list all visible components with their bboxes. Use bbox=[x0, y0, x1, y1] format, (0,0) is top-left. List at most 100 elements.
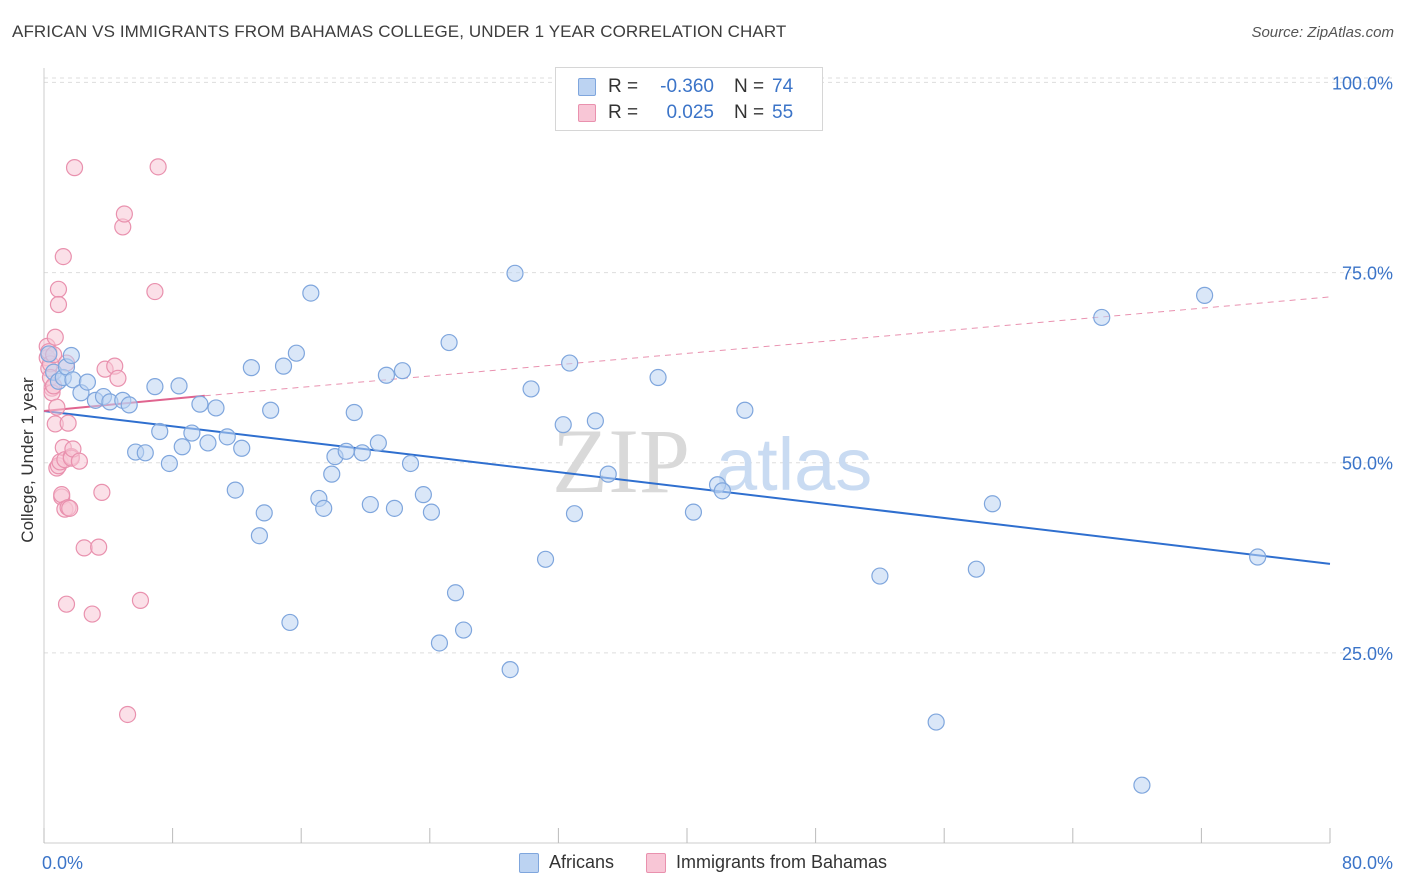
africans-point bbox=[337, 442, 355, 460]
bahamas-point bbox=[131, 591, 150, 609]
africans-point bbox=[120, 396, 138, 414]
r-value: -0.360 bbox=[660, 76, 714, 97]
bahamas-point bbox=[49, 280, 68, 298]
y-tick-label: 25.0% bbox=[1342, 644, 1393, 664]
africans-point bbox=[927, 713, 945, 731]
africans-point bbox=[414, 486, 432, 504]
africans-point bbox=[561, 354, 579, 372]
africans-point bbox=[422, 503, 441, 521]
legend-label: Africans bbox=[548, 852, 614, 872]
africans-point bbox=[274, 357, 293, 375]
watermark-atlas: atlas bbox=[716, 423, 872, 506]
r-label: R = bbox=[608, 102, 639, 123]
bahamas-point bbox=[57, 595, 76, 613]
africans-point bbox=[430, 634, 449, 652]
africans-point bbox=[353, 444, 371, 462]
n-label: N = bbox=[734, 102, 765, 123]
legend-item-bahamas[interactable]: Immigrants from Bahamas bbox=[645, 852, 888, 873]
africans-point bbox=[345, 403, 363, 422]
bahamas-point bbox=[90, 538, 108, 556]
africans-point bbox=[255, 504, 273, 522]
n-label: N = bbox=[734, 76, 765, 97]
legend: Africans Immigrants from Bahamas bbox=[0, 852, 1406, 873]
africans-point bbox=[183, 424, 201, 442]
africans-point bbox=[586, 412, 604, 430]
africans-point bbox=[62, 346, 80, 365]
africans-point bbox=[649, 368, 667, 387]
bahamas-point bbox=[109, 369, 127, 387]
n-value: 74 bbox=[772, 76, 794, 97]
africans-point bbox=[1133, 776, 1151, 794]
africans-point bbox=[250, 527, 269, 545]
bahamas-point bbox=[61, 499, 79, 517]
africans-point bbox=[565, 505, 584, 523]
africans-point bbox=[446, 584, 465, 602]
x-tick-label: 0.0% bbox=[42, 853, 83, 873]
source-label: Source: ZipAtlas.com bbox=[1251, 24, 1394, 41]
africans-point bbox=[599, 465, 617, 483]
africans-point bbox=[146, 378, 164, 396]
africans-point bbox=[454, 621, 473, 639]
legend-item-africans[interactable]: Africans bbox=[518, 852, 614, 873]
africans-point bbox=[1249, 548, 1267, 566]
legend-label: Immigrants from Bahamas bbox=[675, 852, 888, 872]
bahamas-trend-extension bbox=[204, 296, 1331, 397]
africans-point bbox=[501, 660, 519, 679]
africans-point bbox=[160, 454, 178, 473]
watermark-zip: ZIP bbox=[552, 410, 690, 512]
africans-point bbox=[302, 284, 320, 302]
africans-point bbox=[369, 434, 387, 452]
africans-point bbox=[170, 377, 188, 395]
africans-point bbox=[78, 373, 97, 391]
africans-point bbox=[983, 495, 1002, 513]
r-value: 0.025 bbox=[666, 102, 714, 123]
africans-point bbox=[554, 416, 572, 434]
africans-point bbox=[315, 499, 333, 517]
y-axis-label: College, Under 1 year bbox=[18, 377, 37, 543]
bahamas-point bbox=[83, 605, 101, 623]
bahamas-legend-icon bbox=[645, 852, 666, 873]
r-label: R = bbox=[608, 76, 639, 97]
bahamas-point bbox=[149, 158, 167, 176]
africans-point bbox=[393, 362, 412, 380]
bahamas-point bbox=[65, 159, 84, 177]
chart-title: AFRICAN VS IMMIGRANTS FROM BAHAMAS COLLE… bbox=[12, 22, 787, 41]
bahamas-point bbox=[70, 452, 88, 470]
africans-point bbox=[736, 401, 754, 419]
africans-point bbox=[199, 434, 217, 452]
bahamas-swatch-icon bbox=[578, 104, 596, 122]
africans-point bbox=[191, 395, 209, 413]
africans-point bbox=[281, 613, 299, 632]
africans-point bbox=[385, 499, 404, 517]
africans-legend-icon bbox=[518, 852, 539, 873]
y-tick-label: 50.0% bbox=[1342, 454, 1393, 474]
africans-point bbox=[207, 399, 225, 417]
data-points bbox=[38, 158, 1267, 794]
africans-point bbox=[401, 454, 420, 473]
stats-row-bahamas: R = 0.025 N = 55 bbox=[578, 101, 793, 125]
bahamas-point bbox=[59, 414, 77, 432]
africans-swatch-icon bbox=[578, 78, 596, 96]
bahamas-point bbox=[46, 328, 64, 346]
watermark: ZIP atlas bbox=[552, 410, 872, 512]
africans-point bbox=[522, 380, 540, 398]
africans-point bbox=[506, 264, 524, 282]
stats-box: R = -0.360 N = 74 R = 0.025 N = 55 bbox=[555, 67, 823, 131]
africans-point bbox=[361, 495, 379, 514]
africans-point bbox=[218, 428, 236, 446]
stats-row-africans: R = -0.360 N = 74 bbox=[578, 75, 793, 99]
tick-labels: 100.0% 75.0% 50.0% 25.0% 0.0% 80.0% bbox=[42, 73, 1393, 873]
africans-point bbox=[151, 422, 169, 441]
africans-point bbox=[262, 401, 280, 419]
bahamas-point bbox=[75, 539, 93, 557]
bahamas-point bbox=[93, 483, 111, 501]
africans-point bbox=[323, 465, 341, 483]
africans-point bbox=[1093, 308, 1111, 327]
bahamas-point bbox=[48, 398, 66, 416]
y-tick-label: 75.0% bbox=[1342, 264, 1393, 284]
n-value: 55 bbox=[772, 102, 794, 123]
africans-point bbox=[536, 550, 555, 568]
africans-point bbox=[967, 560, 985, 578]
africans-point bbox=[684, 503, 703, 521]
